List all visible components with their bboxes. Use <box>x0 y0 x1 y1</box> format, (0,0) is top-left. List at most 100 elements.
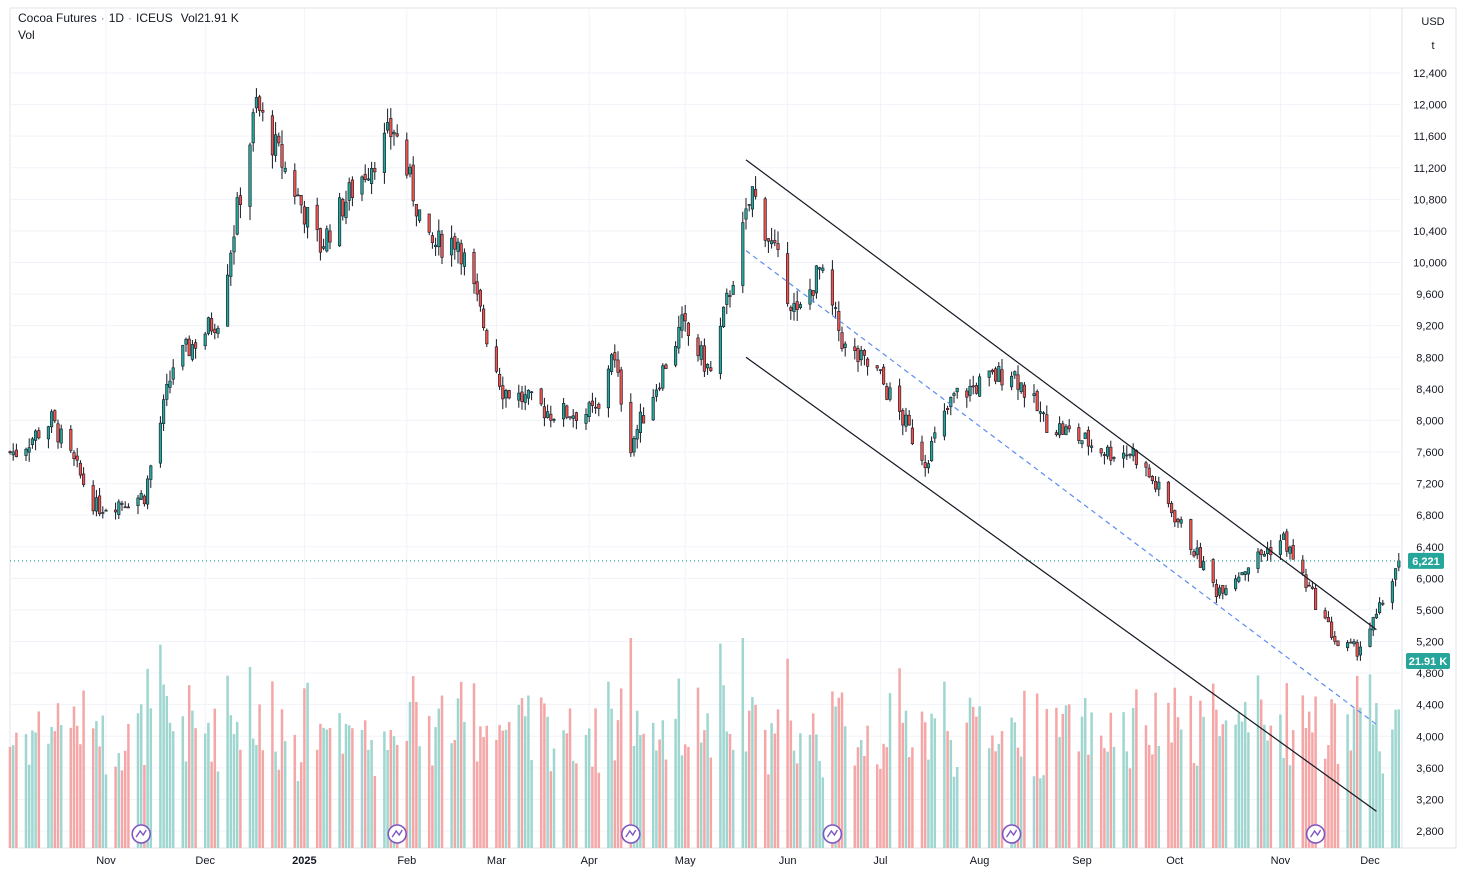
unit-label[interactable]: t <box>1431 40 1435 52</box>
earnings-markers[interactable] <box>131 824 1326 844</box>
candle-body <box>1125 454 1129 457</box>
volume-bar <box>607 681 610 848</box>
candle-body <box>696 337 700 357</box>
candle-body <box>1016 374 1020 390</box>
currency-label[interactable]: USD <box>1421 16 1445 28</box>
candle-body <box>818 267 822 270</box>
candle-body <box>718 325 722 374</box>
volume-indicator-label[interactable]: Vol <box>18 28 35 42</box>
volume-bar <box>1042 775 1045 848</box>
volume-bar <box>888 693 892 848</box>
volume-bar <box>1167 702 1170 848</box>
volume-bar <box>591 766 594 848</box>
volume-bar <box>1371 724 1375 848</box>
chart-legend: Cocoa Futures · 1D · ICEUS Vol 21.91 K Vo… <box>18 10 239 44</box>
candle-body <box>898 385 902 412</box>
volume-bar <box>1083 697 1087 848</box>
volume-bar <box>987 748 991 848</box>
volume-bar <box>1013 722 1017 848</box>
earnings-icon-ring <box>1305 824 1326 844</box>
earnings-icon-glyph <box>1006 829 1018 838</box>
volume-bar <box>1061 713 1065 848</box>
candle-body <box>590 400 594 406</box>
earnings-icon[interactable] <box>620 824 641 844</box>
volume-bar <box>114 766 117 848</box>
candle-body <box>389 118 393 138</box>
volume-bar <box>1154 692 1157 848</box>
candle-body <box>1013 371 1017 376</box>
earnings-icon-glyph <box>391 829 403 838</box>
volume-bar <box>674 718 677 848</box>
y-tick-label: 10,800 <box>1413 194 1447 206</box>
volume-bar <box>1106 751 1109 848</box>
volume-bar <box>453 740 457 848</box>
candle-body <box>437 230 441 248</box>
symbol-name[interactable]: Cocoa Futures <box>18 11 97 25</box>
candle-body <box>395 133 399 137</box>
earnings-icon[interactable] <box>131 824 151 844</box>
volume-bar <box>341 753 345 848</box>
volume-bar <box>949 740 953 848</box>
volume-bar <box>1189 695 1193 848</box>
volume-bar <box>475 761 479 848</box>
volume-bar <box>1237 713 1241 848</box>
candle-body <box>142 495 146 505</box>
volume-bar <box>837 697 841 848</box>
x-tick-label: Jul <box>873 855 887 867</box>
candle-body <box>1102 454 1106 456</box>
candle-body <box>1000 369 1004 386</box>
earnings-icon[interactable] <box>822 824 843 844</box>
candle-body <box>821 267 825 271</box>
earnings-icon-glyph <box>135 829 147 838</box>
volume-bar <box>703 730 706 848</box>
candle-body <box>770 240 774 245</box>
candle-body <box>830 269 834 306</box>
volume-bar <box>658 739 661 848</box>
candle-body <box>942 410 946 437</box>
candle-body <box>1058 423 1062 436</box>
volume-bar <box>1346 714 1349 848</box>
volume-bar <box>98 746 101 848</box>
volume-bars <box>8 638 1401 848</box>
earnings-icon[interactable] <box>1305 824 1326 844</box>
candle-body <box>46 426 50 440</box>
indicator-row[interactable]: Vol <box>18 27 239 44</box>
candle-body <box>72 452 76 459</box>
candle-body <box>1109 446 1113 461</box>
candle-body <box>1243 571 1247 575</box>
volume-bar <box>571 760 575 848</box>
currency-unit[interactable]: USD t <box>1412 10 1454 58</box>
candle-body <box>1221 585 1225 594</box>
candle-body <box>1394 568 1398 580</box>
candle-body <box>344 201 348 219</box>
candle-body <box>34 430 38 441</box>
candle-body <box>162 399 166 424</box>
volume-bar <box>501 730 505 848</box>
candle-body <box>504 390 508 399</box>
candle-body <box>322 246 326 249</box>
last-volume-label: 21.91 K <box>1409 656 1448 668</box>
interval-label[interactable]: 1D <box>108 11 125 25</box>
candle-body <box>101 512 105 514</box>
x-tick-label: Nov <box>1271 855 1291 867</box>
symbol-row[interactable]: Cocoa Futures · 1D · ICEUS Vol 21.91 K <box>18 10 239 27</box>
volume-bar <box>1221 724 1225 848</box>
earnings-icon[interactable] <box>1001 824 1022 844</box>
volume-bar <box>1279 714 1282 848</box>
channel-lines <box>10 159 1402 812</box>
candle-body <box>494 346 498 372</box>
earnings-icon[interactable] <box>387 824 408 844</box>
volume-bar <box>1055 707 1058 848</box>
volume-bar <box>315 749 319 848</box>
candle-body <box>811 290 815 296</box>
candle-body <box>885 385 889 400</box>
candle-body <box>363 173 367 180</box>
candle-body <box>1192 551 1196 557</box>
earnings-icon-ring <box>387 824 408 844</box>
candle-body <box>706 363 710 369</box>
volume-bar <box>168 722 172 848</box>
volume-bar <box>853 765 857 848</box>
channel-lower-line <box>745 356 1377 812</box>
